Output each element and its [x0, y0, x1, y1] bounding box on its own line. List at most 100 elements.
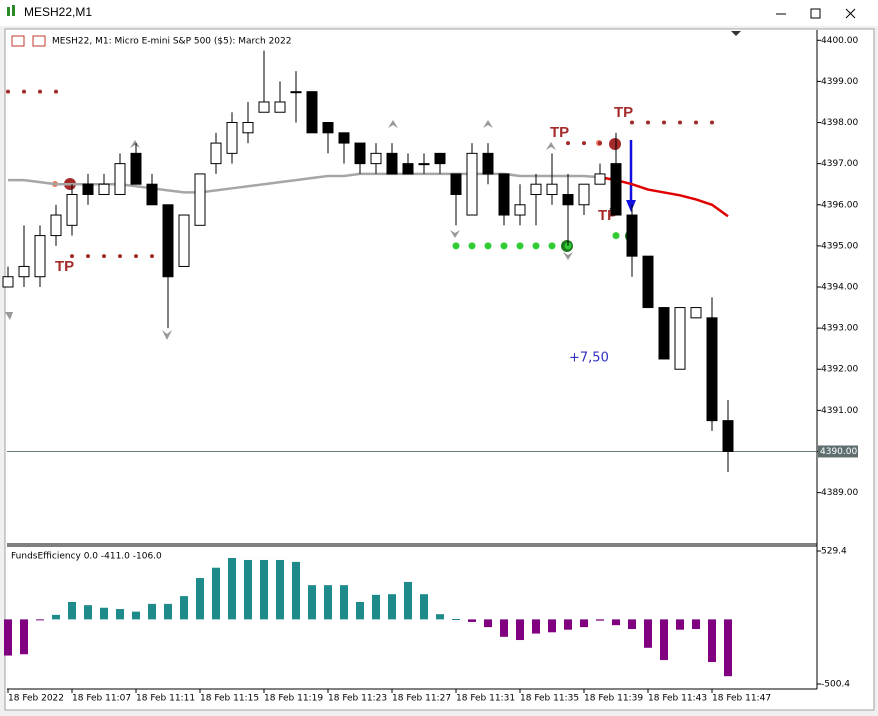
level-dot — [118, 254, 122, 259]
bar — [116, 609, 124, 620]
x-tick-label: 18 Feb 11:47 — [712, 694, 771, 704]
y-tick-label: 4393.00 — [821, 324, 858, 334]
level-dot — [548, 242, 556, 250]
candle-body — [50, 214, 62, 237]
bar — [52, 614, 60, 620]
bar — [372, 594, 380, 620]
maximize-button[interactable] — [810, 8, 821, 19]
level-dot — [22, 89, 26, 94]
chart-title: MESH22, M1: Micro E-mini S&P 500 ($5): M… — [52, 37, 291, 47]
signal-arrows — [5, 120, 573, 340]
bar — [324, 585, 332, 620]
level-dot — [532, 242, 540, 250]
bar — [164, 603, 172, 620]
bar — [4, 619, 12, 656]
bar — [340, 585, 348, 620]
candle-body — [706, 317, 718, 422]
y-tick-label: 4392.00 — [821, 365, 858, 375]
candle-body — [258, 101, 270, 113]
y-tick-label: 4399.00 — [821, 77, 858, 87]
candle-body — [306, 91, 318, 134]
bar — [212, 567, 220, 620]
candle-body — [242, 122, 254, 134]
candle-body — [34, 235, 46, 278]
candle-body — [194, 173, 206, 226]
level-dot — [710, 120, 714, 125]
candle-body — [130, 152, 142, 185]
y-tick-label: 4398.00 — [821, 118, 858, 128]
candle-body — [418, 163, 430, 166]
candle-body — [82, 183, 94, 195]
level-dot — [646, 120, 650, 125]
bar — [420, 594, 428, 620]
x-tick-label: 18 Feb 11:07 — [72, 694, 131, 704]
candle-body — [114, 163, 126, 195]
candle-body — [354, 142, 366, 165]
candle-body — [338, 132, 350, 144]
tp-label: TP — [614, 104, 633, 121]
candle-body — [434, 152, 446, 165]
x-tick-label: 18 Feb 11:39 — [584, 694, 643, 704]
bar — [532, 619, 540, 634]
level-dot — [516, 242, 524, 250]
level-dot — [134, 254, 138, 259]
level-dot — [694, 120, 698, 125]
bar — [196, 578, 204, 620]
close-button[interactable] — [845, 8, 856, 19]
bar — [292, 561, 300, 620]
candle-body — [722, 420, 734, 452]
candle-body — [642, 255, 654, 309]
candle-body — [66, 193, 78, 226]
candle-body — [146, 183, 158, 206]
candle-body — [610, 163, 622, 216]
bar — [36, 619, 44, 621]
x-tick-label: 18 Feb 11:19 — [264, 694, 323, 704]
level-dot — [500, 242, 508, 250]
bar — [132, 611, 140, 620]
profit-label: +7,50 — [569, 351, 609, 366]
candle-body — [690, 307, 702, 319]
bar — [388, 594, 396, 620]
candle-body — [450, 173, 462, 195]
candle-body — [2, 276, 14, 288]
bar — [484, 619, 492, 628]
candle-body — [274, 101, 286, 113]
bar — [724, 619, 732, 677]
bar — [708, 619, 716, 662]
chart-window — [4, 28, 875, 711]
level-dot — [566, 141, 570, 146]
y-tick-label: 4394.00 — [821, 283, 858, 293]
bar — [404, 581, 412, 620]
bar — [500, 619, 508, 637]
bar — [660, 619, 668, 661]
window-title: MESH22,M1 — [24, 5, 92, 19]
candle-body — [578, 183, 590, 206]
bar — [468, 619, 476, 622]
level-dot — [54, 89, 58, 94]
bar — [20, 619, 28, 655]
last-price-box — [818, 445, 858, 458]
x-tick-label: 18 Feb 11:23 — [328, 694, 387, 704]
y-tick-label: 4395.00 — [821, 241, 858, 251]
candle-body — [370, 152, 382, 165]
bar — [548, 619, 556, 633]
y-tick-label: 4400.00 — [821, 36, 858, 46]
candle-body — [178, 214, 190, 267]
bar — [84, 605, 92, 620]
trade-arrow-head — [626, 200, 636, 212]
indicator-title: FundsEfficiency 0.0 -411.0 -106.0 — [11, 552, 162, 562]
bar — [356, 601, 364, 620]
bar — [68, 601, 76, 620]
candle-body — [674, 307, 686, 370]
tp-label: TP — [550, 124, 569, 141]
candle-body — [514, 204, 526, 216]
level-dot — [452, 242, 460, 250]
bar — [308, 585, 316, 620]
tp-label: TP — [55, 258, 74, 275]
candle-body — [466, 152, 478, 216]
candle-body — [626, 214, 638, 257]
level-dot — [86, 254, 90, 259]
candle-body — [402, 163, 414, 175]
level-dot — [150, 254, 154, 259]
